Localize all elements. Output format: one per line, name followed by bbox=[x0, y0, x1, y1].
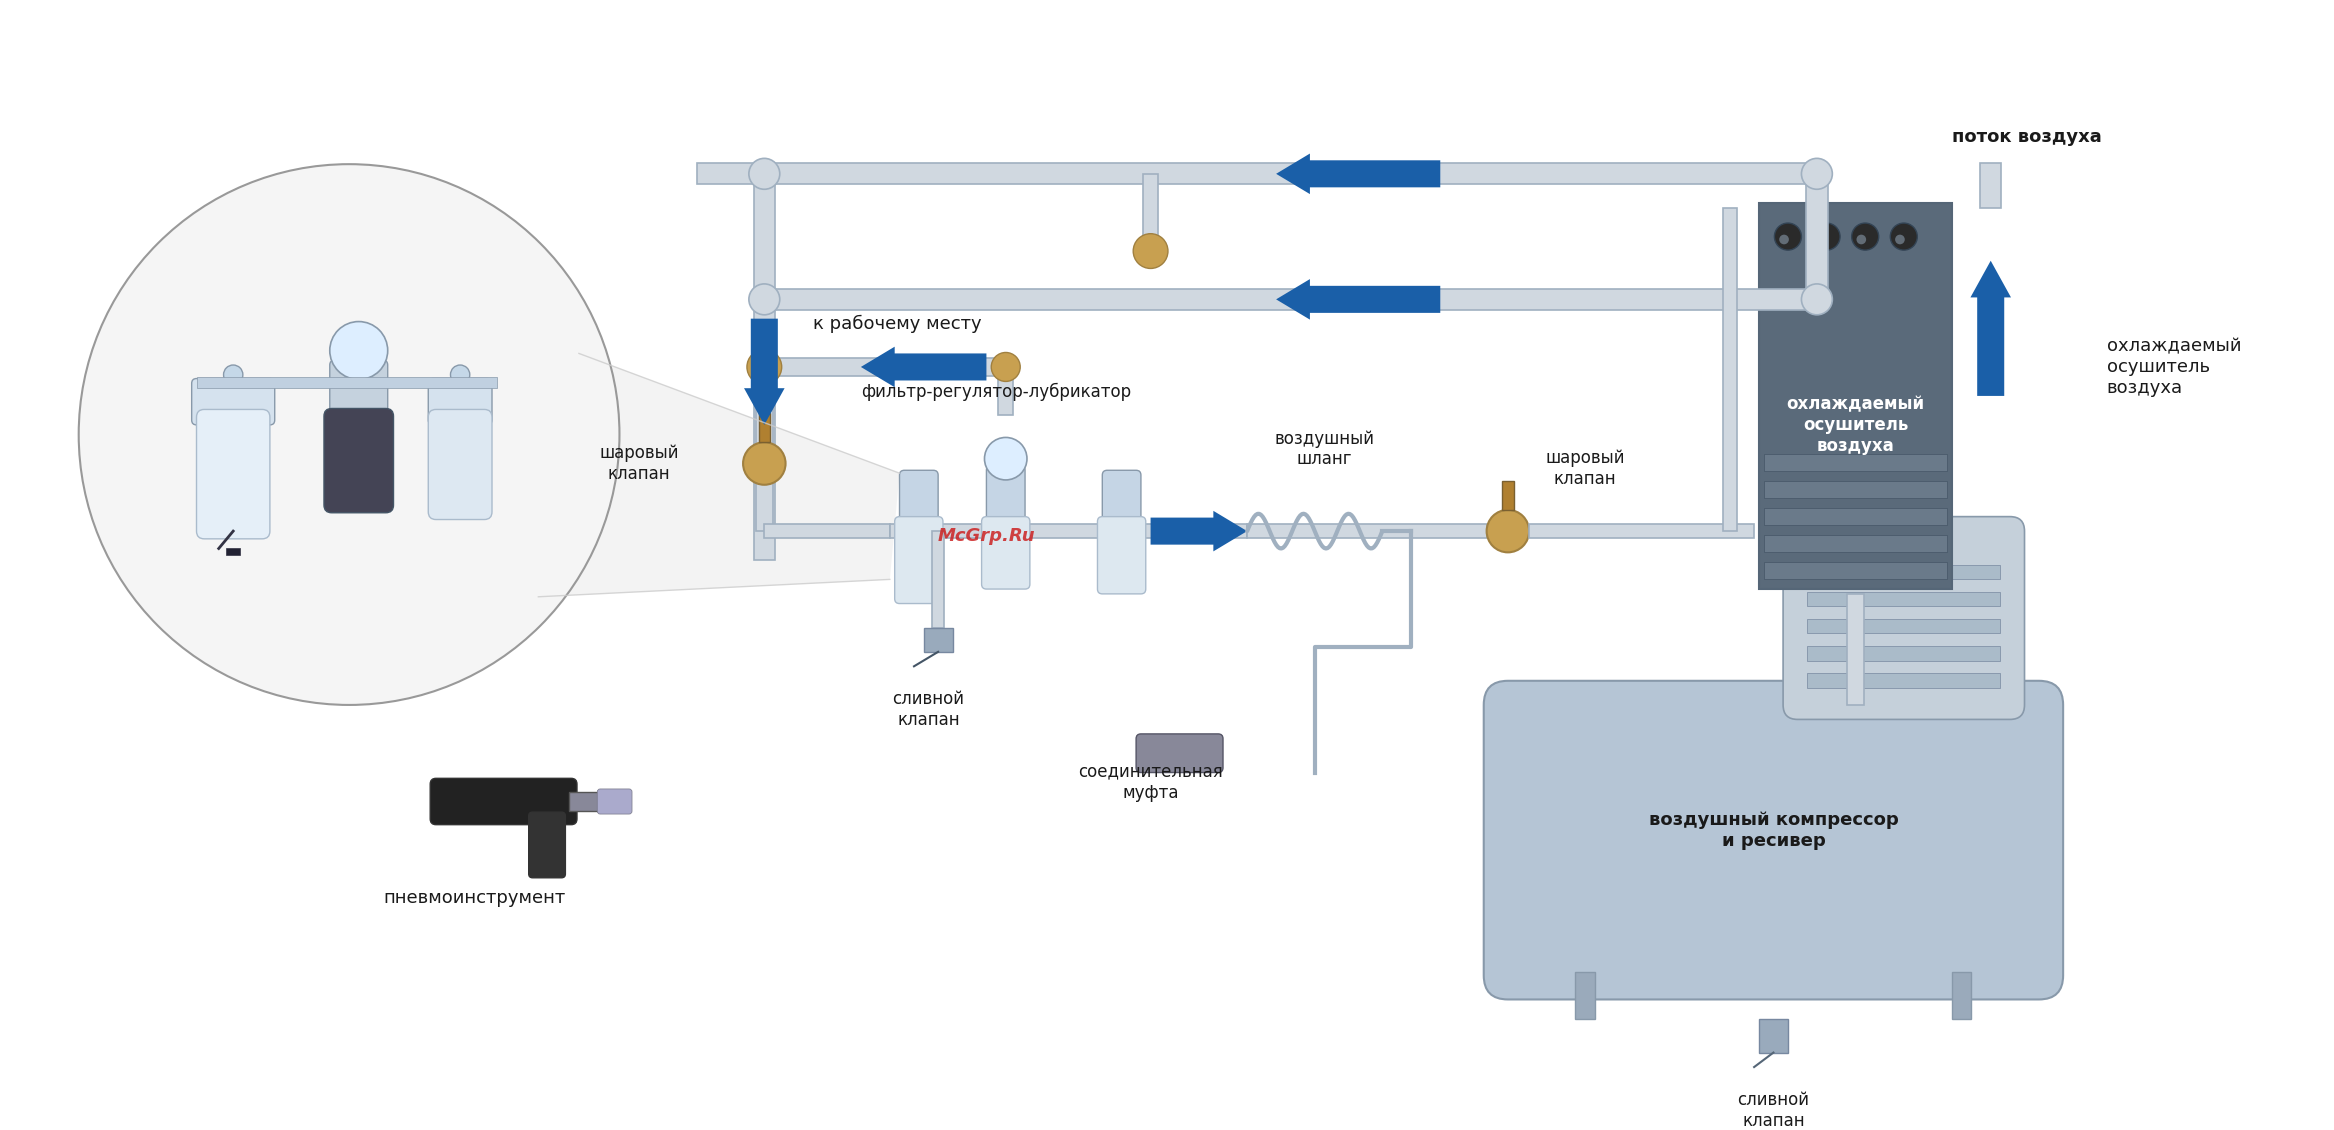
FancyBboxPatch shape bbox=[1760, 202, 1951, 589]
FancyArrow shape bbox=[1151, 511, 1246, 551]
Text: шаровый
клапан: шаровый клапан bbox=[1545, 449, 1624, 488]
FancyBboxPatch shape bbox=[1484, 680, 2063, 999]
FancyArrow shape bbox=[745, 319, 784, 425]
FancyBboxPatch shape bbox=[427, 409, 492, 520]
Text: поток воздуха: поток воздуха bbox=[1951, 128, 2103, 146]
FancyBboxPatch shape bbox=[1807, 174, 1828, 299]
Text: охлаждаемый
осушитель
воздуха: охлаждаемый осушитель воздуха bbox=[1786, 396, 1926, 454]
Circle shape bbox=[224, 365, 243, 384]
Bar bbox=[759, 414, 770, 442]
FancyBboxPatch shape bbox=[763, 358, 1006, 375]
Text: сливной
клапан: сливной клапан bbox=[1736, 1092, 1809, 1130]
FancyBboxPatch shape bbox=[429, 779, 576, 825]
Circle shape bbox=[747, 349, 782, 384]
Bar bbox=[1807, 565, 2000, 580]
Bar bbox=[1765, 454, 1947, 471]
Circle shape bbox=[749, 158, 780, 189]
Text: McGrp.Ru: McGrp.Ru bbox=[938, 527, 1036, 545]
Circle shape bbox=[329, 322, 387, 380]
Text: воздушный компрессор
и ресивер: воздушный компрессор и ресивер bbox=[1648, 811, 1898, 850]
FancyBboxPatch shape bbox=[754, 289, 1816, 310]
Text: сливной
клапан: сливной клапан bbox=[892, 690, 964, 729]
FancyBboxPatch shape bbox=[196, 409, 271, 539]
Bar bbox=[1951, 973, 1972, 1019]
Bar bbox=[1807, 646, 2000, 661]
Bar bbox=[226, 548, 240, 555]
Bar bbox=[924, 627, 952, 652]
FancyArrow shape bbox=[861, 347, 987, 388]
Circle shape bbox=[985, 437, 1027, 480]
FancyBboxPatch shape bbox=[1783, 516, 2024, 720]
Text: воздушный
шланг: воздушный шланг bbox=[1274, 429, 1375, 468]
Bar bbox=[1807, 592, 2000, 607]
Circle shape bbox=[1895, 235, 1905, 244]
FancyArrow shape bbox=[1277, 279, 1440, 320]
Bar bbox=[1807, 619, 2000, 634]
FancyBboxPatch shape bbox=[329, 360, 387, 423]
Text: пневмоинструмент: пневмоинструмент bbox=[383, 889, 565, 907]
FancyBboxPatch shape bbox=[530, 812, 565, 878]
FancyBboxPatch shape bbox=[1246, 524, 1487, 538]
FancyBboxPatch shape bbox=[894, 516, 943, 603]
Circle shape bbox=[1774, 223, 1802, 250]
Bar bbox=[1765, 481, 1947, 498]
FancyBboxPatch shape bbox=[1137, 733, 1223, 773]
FancyBboxPatch shape bbox=[983, 516, 1029, 589]
Bar bbox=[569, 792, 602, 811]
Bar bbox=[1765, 534, 1947, 553]
FancyBboxPatch shape bbox=[1097, 516, 1146, 594]
FancyBboxPatch shape bbox=[427, 379, 492, 425]
Bar bbox=[1765, 562, 1947, 580]
FancyBboxPatch shape bbox=[191, 379, 275, 425]
FancyBboxPatch shape bbox=[698, 163, 1816, 184]
FancyBboxPatch shape bbox=[1102, 470, 1141, 528]
FancyBboxPatch shape bbox=[756, 367, 773, 531]
Bar bbox=[1807, 673, 2000, 687]
FancyBboxPatch shape bbox=[999, 358, 1013, 415]
FancyBboxPatch shape bbox=[324, 408, 394, 513]
Circle shape bbox=[1851, 223, 1879, 250]
FancyBboxPatch shape bbox=[987, 466, 1025, 528]
FancyArrow shape bbox=[1277, 154, 1440, 194]
Circle shape bbox=[749, 284, 780, 315]
Text: фильтр-регулятор-лубрикатор: фильтр-регулятор-лубрикатор bbox=[861, 383, 1132, 401]
Circle shape bbox=[1818, 235, 1828, 244]
Text: охлаждаемый
осушитель
воздуха: охлаждаемый осушитель воздуха bbox=[2108, 337, 2241, 397]
FancyBboxPatch shape bbox=[1846, 594, 1865, 705]
Circle shape bbox=[1856, 235, 1867, 244]
Circle shape bbox=[1134, 234, 1167, 269]
Polygon shape bbox=[539, 354, 899, 597]
Circle shape bbox=[79, 164, 619, 705]
Circle shape bbox=[450, 365, 469, 384]
FancyBboxPatch shape bbox=[598, 789, 633, 814]
FancyBboxPatch shape bbox=[899, 470, 938, 528]
Text: к рабочему месту: к рабочему месту bbox=[812, 315, 980, 333]
Text: шаровый
клапан: шаровый клапан bbox=[600, 444, 679, 483]
FancyBboxPatch shape bbox=[754, 174, 775, 560]
Bar bbox=[196, 376, 497, 389]
FancyBboxPatch shape bbox=[1144, 174, 1158, 251]
FancyBboxPatch shape bbox=[763, 524, 889, 538]
Circle shape bbox=[742, 442, 787, 485]
FancyBboxPatch shape bbox=[1722, 208, 1736, 531]
Text: соединительная
муфта: соединительная муфта bbox=[1078, 763, 1223, 801]
FancyBboxPatch shape bbox=[1529, 524, 1755, 538]
FancyBboxPatch shape bbox=[889, 524, 1246, 538]
Bar bbox=[1760, 1019, 1788, 1052]
Bar bbox=[1765, 508, 1947, 525]
Circle shape bbox=[992, 353, 1020, 382]
Circle shape bbox=[1802, 284, 1832, 315]
Circle shape bbox=[1487, 510, 1529, 553]
Bar bbox=[1503, 481, 1515, 510]
Circle shape bbox=[1891, 223, 1916, 250]
Circle shape bbox=[1814, 223, 1839, 250]
FancyBboxPatch shape bbox=[1979, 163, 2000, 208]
Circle shape bbox=[1779, 235, 1788, 244]
Bar bbox=[1575, 973, 1594, 1019]
FancyArrow shape bbox=[1970, 261, 2012, 396]
Circle shape bbox=[1802, 158, 1832, 189]
FancyBboxPatch shape bbox=[931, 531, 943, 627]
